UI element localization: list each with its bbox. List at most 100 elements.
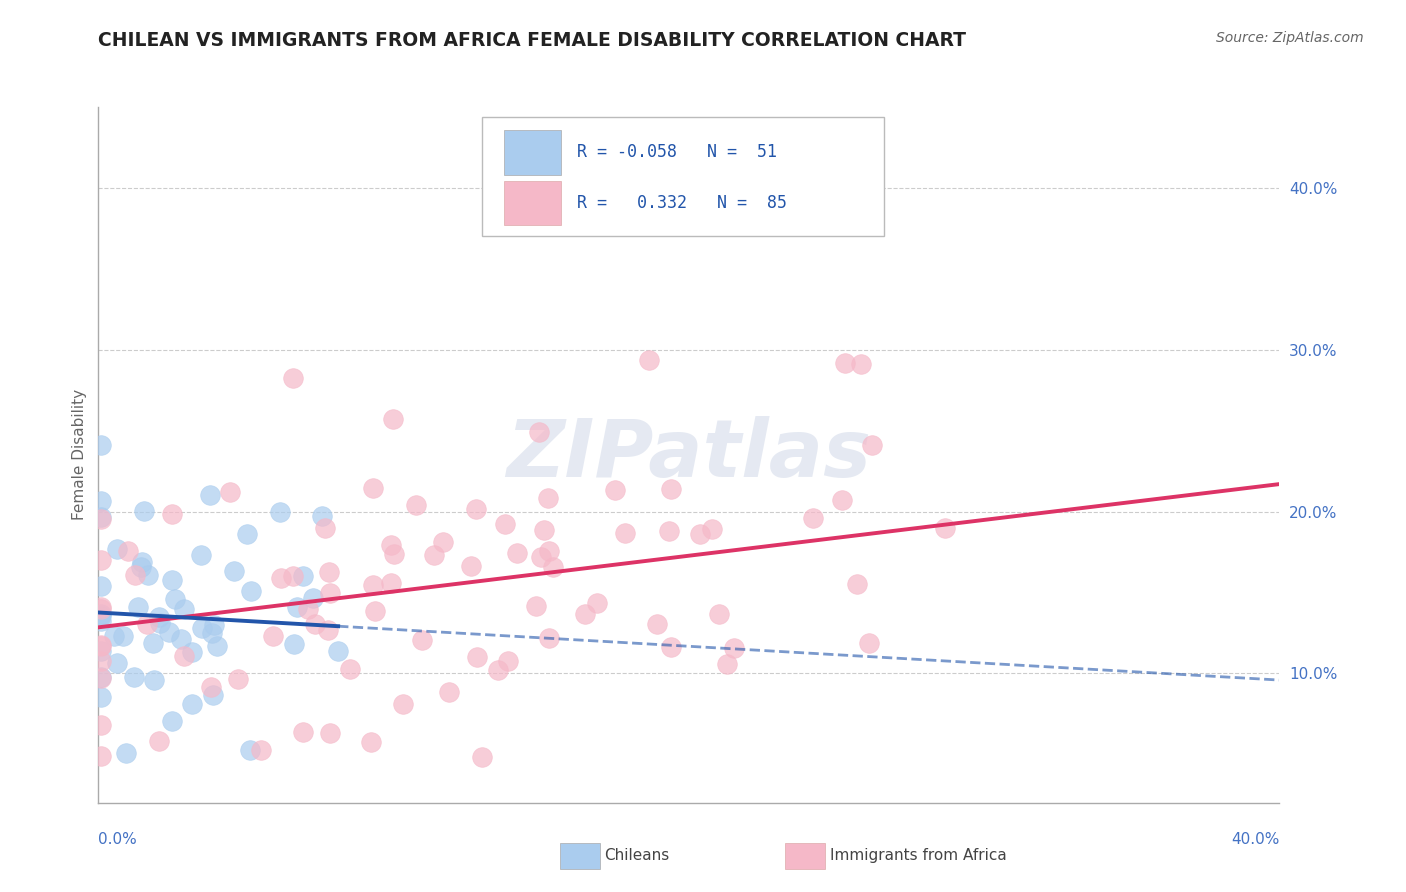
Point xyxy=(292,725,315,739)
Point xyxy=(471,749,494,764)
Point xyxy=(486,663,509,677)
Point xyxy=(645,616,668,631)
Point xyxy=(318,566,340,580)
Point xyxy=(173,602,195,616)
Point xyxy=(148,616,170,631)
Point xyxy=(316,623,339,637)
Point xyxy=(411,632,433,647)
Point xyxy=(131,560,153,574)
Point xyxy=(117,544,139,558)
Point xyxy=(124,568,146,582)
Point xyxy=(191,621,214,635)
Point xyxy=(190,548,212,562)
Point xyxy=(181,645,204,659)
Text: R = -0.058   N =  51: R = -0.058 N = 51 xyxy=(576,144,776,161)
Point xyxy=(90,553,112,567)
Point xyxy=(269,505,291,519)
Y-axis label: Female Disability: Female Disability xyxy=(72,389,87,521)
Point xyxy=(201,626,224,640)
Point xyxy=(465,649,488,664)
Point xyxy=(831,493,853,508)
Point xyxy=(318,726,340,740)
Point xyxy=(382,547,405,561)
Text: R =   0.332   N =  85: R = 0.332 N = 85 xyxy=(576,194,787,212)
Point xyxy=(658,524,681,538)
Point xyxy=(659,640,682,654)
Point xyxy=(112,629,135,643)
Point xyxy=(361,578,384,592)
Point xyxy=(527,425,550,439)
Point xyxy=(173,648,195,663)
Point xyxy=(162,714,184,728)
Point xyxy=(496,654,519,668)
Point xyxy=(319,586,342,600)
Point xyxy=(198,488,221,502)
Point xyxy=(326,644,349,658)
Point xyxy=(90,579,112,593)
Point xyxy=(142,636,165,650)
Point xyxy=(860,438,883,452)
Point xyxy=(638,353,661,368)
Point xyxy=(226,673,249,687)
Point xyxy=(291,568,314,582)
Text: CHILEAN VS IMMIGRANTS FROM AFRICA FEMALE DISABILITY CORRELATION CHART: CHILEAN VS IMMIGRANTS FROM AFRICA FEMALE… xyxy=(98,31,966,50)
Point xyxy=(723,640,745,655)
Point xyxy=(405,498,427,512)
Point xyxy=(90,639,112,653)
Point xyxy=(380,538,402,552)
FancyBboxPatch shape xyxy=(482,118,884,235)
Point xyxy=(122,670,145,684)
Text: ZIPatlas: ZIPatlas xyxy=(506,416,872,494)
Point xyxy=(200,680,222,694)
Point xyxy=(90,670,112,684)
Point xyxy=(136,568,159,582)
Text: Source: ZipAtlas.com: Source: ZipAtlas.com xyxy=(1216,31,1364,45)
Point xyxy=(90,718,112,732)
Point xyxy=(157,625,180,640)
Point xyxy=(105,656,128,670)
Point xyxy=(202,617,225,632)
Point xyxy=(605,483,627,497)
Point xyxy=(297,601,319,615)
Point xyxy=(700,522,723,536)
Point xyxy=(422,548,444,562)
Point xyxy=(90,512,112,526)
Point xyxy=(202,689,225,703)
Point xyxy=(236,527,259,541)
Point xyxy=(90,599,112,614)
Point xyxy=(934,521,956,535)
Point xyxy=(311,508,333,523)
Point xyxy=(90,690,112,705)
Text: Immigrants from Africa: Immigrants from Africa xyxy=(830,848,1007,863)
Point xyxy=(858,636,880,650)
Text: Chileans: Chileans xyxy=(605,848,669,863)
Point xyxy=(281,371,304,385)
Point xyxy=(392,697,415,711)
Point xyxy=(90,510,112,524)
Point xyxy=(361,481,384,495)
Point xyxy=(148,734,170,748)
Point xyxy=(574,607,596,622)
Point xyxy=(536,491,558,505)
Point xyxy=(530,549,553,564)
Point xyxy=(90,614,112,628)
Point xyxy=(314,521,336,535)
Point xyxy=(90,644,112,658)
Point xyxy=(586,596,609,610)
Point xyxy=(381,412,404,426)
Point xyxy=(132,503,155,517)
Point xyxy=(160,574,183,588)
Point xyxy=(90,748,112,763)
Point xyxy=(834,356,856,370)
Point xyxy=(339,661,361,675)
Point xyxy=(716,657,738,671)
Point xyxy=(90,601,112,615)
Point xyxy=(851,357,873,371)
Point xyxy=(90,609,112,624)
Point xyxy=(218,484,240,499)
Point xyxy=(281,569,304,583)
Point xyxy=(160,507,183,521)
Point xyxy=(240,584,263,599)
Point xyxy=(115,746,138,760)
Point xyxy=(127,600,149,615)
